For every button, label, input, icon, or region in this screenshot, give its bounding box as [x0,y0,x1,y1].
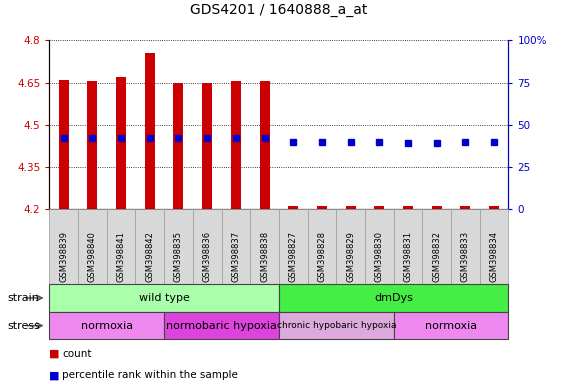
Text: GSM398833: GSM398833 [461,231,470,282]
Text: percentile rank within the sample: percentile rank within the sample [62,370,238,380]
Text: ■: ■ [49,349,60,359]
Bar [288,207,298,209]
Text: wild type: wild type [139,293,189,303]
Text: dmDys: dmDys [374,293,413,303]
Bar [403,207,413,209]
Text: GDS4201 / 1640888_a_at: GDS4201 / 1640888_a_at [190,3,368,17]
Text: GSM398839: GSM398839 [59,231,68,282]
Text: GSM398832: GSM398832 [432,231,441,282]
Bar [174,83,184,209]
Bar [432,207,442,209]
Bar [202,83,212,209]
Text: GSM398827: GSM398827 [289,231,297,282]
Bar [116,77,126,209]
Text: GSM398834: GSM398834 [490,231,498,282]
Bar [460,207,471,209]
Bar [260,81,270,209]
Text: normobaric hypoxia: normobaric hypoxia [166,321,277,331]
Bar [145,53,155,209]
Text: GSM398829: GSM398829 [346,232,355,282]
Text: GSM398840: GSM398840 [88,232,97,282]
Text: GSM398838: GSM398838 [260,231,269,282]
Bar [374,207,384,209]
Text: GSM398830: GSM398830 [375,231,384,282]
Text: GSM398841: GSM398841 [117,232,125,282]
Bar [59,80,69,209]
Text: GSM398835: GSM398835 [174,231,183,282]
Text: normoxia: normoxia [81,321,133,331]
Bar [87,81,98,209]
Text: GSM398828: GSM398828 [317,231,327,282]
Text: GSM398836: GSM398836 [203,231,211,282]
Text: GSM398831: GSM398831 [403,231,413,282]
Text: strain: strain [7,293,39,303]
Text: GSM398842: GSM398842 [145,232,155,282]
Text: GSM398837: GSM398837 [231,231,241,282]
Text: count: count [62,349,92,359]
Bar [317,207,327,209]
Bar [489,207,499,209]
Bar [231,81,241,209]
Text: normoxia: normoxia [425,321,477,331]
Text: ■: ■ [49,370,60,380]
Text: stress: stress [7,321,40,331]
Bar [346,207,356,209]
Text: chronic hypobaric hypoxia: chronic hypobaric hypoxia [277,321,396,330]
